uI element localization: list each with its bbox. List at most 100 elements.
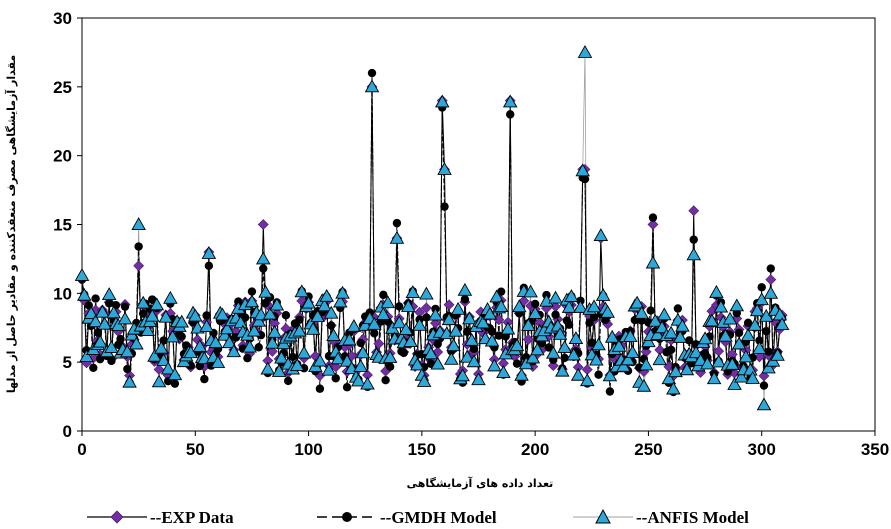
anfis-data-point — [666, 381, 681, 395]
y-tick-label: 10 — [53, 284, 72, 303]
gmdh-data-point — [689, 235, 698, 244]
anfis-data-point — [265, 335, 280, 349]
anfis-data-point — [489, 289, 504, 303]
anfis-data-point — [434, 94, 450, 108]
exp-data-point — [133, 260, 145, 272]
anfis-data-point — [251, 313, 266, 327]
anfis-data-point — [188, 308, 203, 322]
gmdh-data-point — [440, 202, 449, 211]
gmdh-data-point — [116, 334, 125, 344]
anfis-data-point — [475, 315, 491, 329]
gmdh-data-point — [506, 110, 515, 119]
anfis-data-point — [163, 290, 178, 304]
anfis-data-point — [117, 311, 133, 325]
anfis-data-point — [255, 251, 271, 265]
anfis-data-point — [167, 367, 183, 381]
gmdh-data-point — [295, 315, 304, 324]
anfis-data-point — [509, 338, 525, 352]
gmdh-data-point — [104, 299, 114, 308]
anfis-data-point — [455, 368, 470, 382]
anfis-data-point — [514, 367, 529, 381]
anfis-data-point — [274, 350, 289, 364]
anfis-data-point — [101, 287, 117, 301]
anfis-data-point — [570, 367, 586, 381]
anfis-data-point — [729, 298, 745, 312]
anfis-data-point — [342, 332, 357, 346]
exp-data-point — [266, 346, 278, 357]
anfis-data-point — [638, 357, 654, 371]
gmdh-data-point — [259, 264, 268, 273]
anfis-data-point — [310, 309, 325, 323]
anfis-data-point — [738, 349, 754, 363]
anfis-data-point — [292, 323, 307, 337]
anfis-data-point — [740, 328, 756, 341]
anfis-data-point — [346, 318, 362, 332]
anfis-data-point — [389, 230, 405, 244]
anfis-data-point — [697, 331, 713, 345]
gmdh-data-point — [107, 356, 116, 366]
gmdh-data-point — [460, 295, 470, 304]
anfis-data-point — [246, 323, 262, 337]
anfis-data-point — [260, 361, 276, 375]
anfis-data-point — [446, 338, 461, 352]
anfis-data-point — [430, 356, 445, 370]
x-tick-label: 300 — [748, 440, 776, 459]
exp-data-point — [758, 370, 770, 382]
anfis-data-point — [527, 306, 543, 319]
anfis-data-point — [734, 369, 749, 383]
anfis-data-point — [604, 329, 620, 343]
gmdh-data-point — [587, 338, 596, 347]
anfis-data-point — [657, 307, 672, 321]
exp-data-point — [581, 364, 593, 376]
anfis-data-point — [192, 339, 208, 352]
exp-data-point — [420, 302, 432, 314]
anfis-data-point — [700, 356, 715, 370]
gmdh-data-point — [254, 343, 263, 352]
gmdh-data-point — [666, 345, 676, 354]
anfis-data-point — [208, 335, 223, 349]
gmdh-data-point — [766, 264, 775, 273]
anfis-data-point — [158, 309, 174, 323]
gmdh-data-point — [283, 376, 293, 386]
anfis-data-point — [566, 347, 581, 361]
gmdh-data-point — [422, 313, 431, 322]
anfis-data-point — [754, 292, 769, 306]
anfis-data-point — [593, 228, 609, 241]
anfis-data-point — [772, 307, 788, 321]
anfis-data-point — [339, 353, 355, 367]
anfis-data-point — [289, 358, 305, 371]
y-tick-label: 15 — [53, 216, 72, 235]
ticks-layer: 0 50 100 150 200 250 300 350 0 5 10 15 20 25 30 — [53, 9, 889, 459]
anfis-data-point — [201, 245, 217, 259]
gmdh-data-point — [605, 387, 615, 396]
anfis-data-point — [693, 352, 708, 366]
anfis-data-point — [156, 353, 171, 366]
anfis-data-point — [595, 287, 611, 301]
anfis-data-point — [423, 346, 439, 360]
gmdh-data-point — [512, 359, 522, 368]
anfis-data-point — [557, 340, 572, 353]
anfis-data-point — [79, 349, 94, 362]
anfis-data-point — [294, 284, 310, 298]
anfis-data-point — [405, 285, 421, 298]
anfis-data-point — [323, 305, 339, 319]
anfis-data-point — [770, 347, 785, 361]
gmdh-data-point — [148, 295, 157, 304]
anfis-data-point — [450, 301, 466, 315]
anfis-data-point — [199, 319, 214, 332]
x-tick-label: 100 — [294, 440, 322, 459]
exp-data-point — [688, 205, 700, 217]
exp-data-point — [430, 317, 441, 329]
anfis-data-point — [301, 295, 316, 309]
gmdh-data-point — [646, 306, 655, 315]
anfis-data-point — [568, 331, 584, 344]
anfis-data-point — [545, 345, 561, 359]
anfis-data-point — [244, 294, 260, 308]
anfis-data-point — [428, 307, 443, 321]
anfis-data-point — [679, 362, 695, 376]
x-tick-label: 350 — [861, 440, 889, 459]
anfis-data-point — [711, 354, 726, 368]
gmdh-data-point — [243, 353, 252, 363]
anfis-data-point — [774, 317, 790, 331]
anfis-data-point — [464, 332, 479, 346]
